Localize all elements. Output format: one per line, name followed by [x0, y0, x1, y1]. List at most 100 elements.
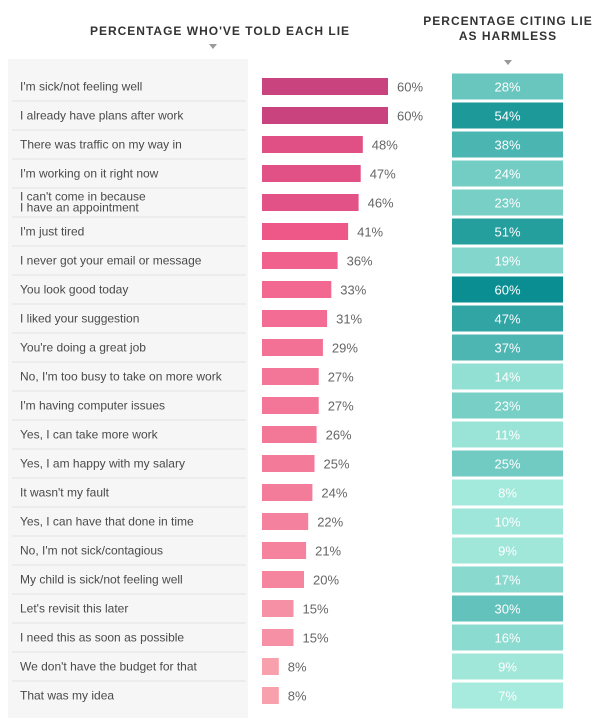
told-bar [262, 78, 388, 95]
harmless-cell [452, 363, 563, 390]
category-label: You're doing a great job [20, 341, 146, 355]
category-label-line: I can't come in because [20, 190, 146, 204]
harmless-cell [452, 450, 563, 477]
label-column-background [8, 59, 248, 718]
told-bar [262, 571, 304, 588]
harmless-cell [452, 508, 563, 535]
sort-arrow-icon [209, 44, 217, 49]
told-bar [262, 397, 319, 414]
harmless-cell [452, 682, 563, 709]
harmless-value-label: 16% [494, 631, 520, 646]
harmless-cell [452, 102, 563, 129]
told-value-label: 27% [328, 370, 354, 385]
told-bar [262, 136, 363, 153]
harmless-cell [452, 392, 563, 419]
harmless-value-label: 25% [494, 457, 520, 472]
harmless-cell [452, 595, 563, 622]
told-bar [262, 194, 359, 211]
harmless-cell [452, 160, 563, 187]
told-bar [262, 484, 313, 501]
category-label: I'm sick/not feeling well [20, 80, 142, 94]
category-label: Let's revisit this later [20, 602, 128, 616]
told-value-label: 27% [328, 399, 354, 414]
harmless-value-label: 30% [494, 602, 520, 617]
category-label: No, I'm not sick/contagious [20, 544, 163, 558]
told-value-label: 15% [303, 602, 329, 617]
harmless-value-label: 24% [494, 167, 520, 182]
category-label: Yes, I am happy with my salary [20, 457, 185, 471]
told-bar [262, 455, 315, 472]
harmless-cell [452, 421, 563, 448]
category-label: It wasn't my fault [20, 486, 110, 500]
told-value-label: 21% [315, 544, 341, 559]
harmless-value-label: 14% [494, 370, 520, 385]
harmless-value-label: 10% [494, 515, 520, 530]
told-bar [262, 629, 294, 646]
category-label: I can't come in because I have an appoint… [20, 190, 146, 215]
harmless-cell [452, 537, 563, 564]
category-label: I'm working on it right now [20, 167, 159, 181]
category-label-line: I have an appointment [20, 201, 139, 215]
harmless-header-line1: PERCENTAGE CITING LIE [423, 14, 593, 28]
harmless-cell [452, 479, 563, 506]
harmless-value-label: 19% [494, 254, 520, 269]
category-label: We don't have the budget for that [20, 660, 198, 674]
harmless-cell [452, 566, 563, 593]
told-value-label: 26% [326, 428, 352, 443]
told-bar [262, 687, 279, 704]
told-value-label: 47% [370, 167, 396, 182]
category-label: There was traffic on my way in [20, 138, 182, 152]
harmless-cell [452, 189, 563, 216]
told-bar [262, 513, 309, 530]
harmless-cell [452, 653, 563, 680]
category-label: That was my idea [20, 689, 114, 703]
harmless-cell [452, 247, 563, 274]
harmless-value-label: 47% [494, 312, 520, 327]
harmless-cell [452, 276, 563, 303]
harmless-value-label: 60% [494, 283, 520, 298]
category-label: I need this as soon as possible [20, 631, 184, 645]
harmless-value-label: 7% [498, 689, 517, 704]
told-bar [262, 165, 361, 182]
told-lie-header: PERCENTAGE WHO'VE TOLD EACH LIE [89, 24, 351, 38]
harmless-value-label: 8% [498, 486, 517, 501]
category-label: I'm just tired [20, 225, 84, 239]
category-label: I liked your suggestion [20, 312, 139, 326]
told-bar [262, 107, 388, 124]
harmless-cell [452, 131, 563, 158]
told-value-label: 25% [324, 457, 350, 472]
category-label: You look good today [20, 283, 128, 297]
category-label: I never got your email or message [20, 254, 202, 268]
told-value-label: 46% [368, 196, 394, 211]
told-value-label: 8% [288, 689, 307, 704]
told-bar [262, 223, 349, 240]
harmless-value-label: 51% [494, 225, 520, 240]
told-value-label: 22% [317, 515, 343, 530]
harmless-value-label: 17% [494, 573, 520, 588]
harmless-value-label: 54% [494, 109, 520, 124]
sort-arrow-icon [504, 60, 512, 65]
told-bar [262, 281, 332, 298]
category-label: No, I'm too busy to take on more work [20, 370, 223, 384]
harmless-cell [452, 305, 563, 332]
told-bar [262, 542, 307, 559]
told-value-label: 60% [397, 109, 423, 124]
told-bar [262, 600, 294, 617]
told-value-label: 41% [357, 225, 383, 240]
told-value-label: 20% [313, 573, 339, 588]
harmless-cell [452, 334, 563, 361]
told-bar [262, 310, 328, 327]
told-bar [262, 368, 319, 385]
harmless-value-label: 11% [495, 428, 520, 443]
harmless-header-line2: AS HARMLESS [458, 29, 558, 43]
harmless-cell [452, 624, 563, 651]
told-value-label: 36% [347, 254, 373, 269]
harmless-cell [452, 73, 563, 100]
told-value-label: 48% [372, 138, 398, 153]
told-value-label: 33% [340, 283, 366, 298]
harmless-value-label: 23% [494, 399, 520, 414]
harmless-value-label: 38% [494, 138, 520, 153]
told-value-label: 15% [303, 631, 329, 646]
told-bar [262, 426, 317, 443]
